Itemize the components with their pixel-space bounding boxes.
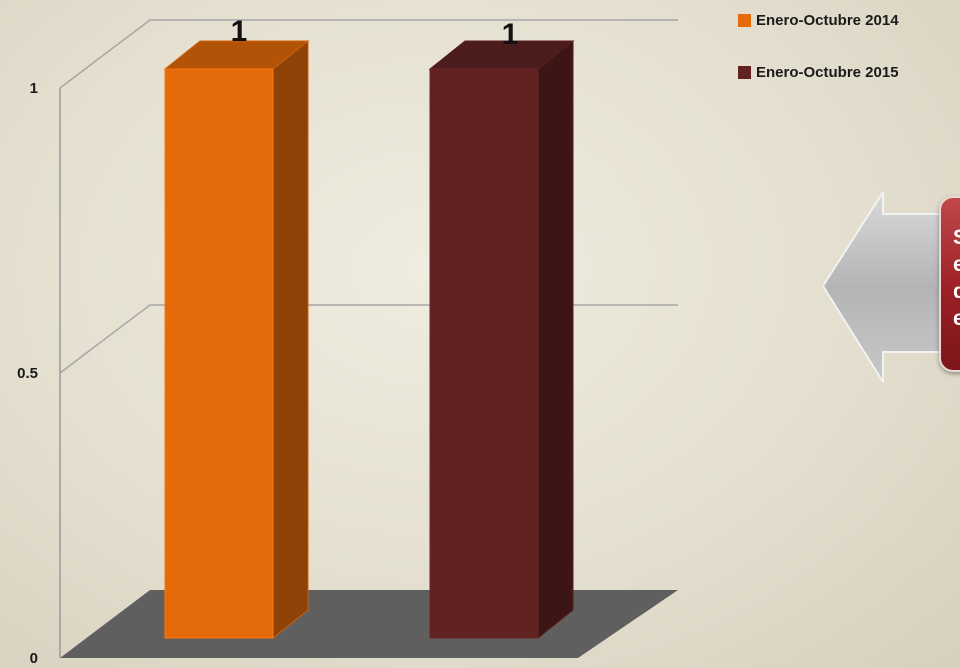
legend-label-2015: Enero-Octubre 2015 xyxy=(756,63,899,81)
data-label-0: 1 xyxy=(231,15,248,48)
bars-group xyxy=(163,39,575,640)
data-label-1: 1 xyxy=(502,18,519,51)
bar-side-1 xyxy=(537,39,574,640)
y-tick-label-0: 0 xyxy=(30,650,38,667)
legend: Enero-Octubre 2014 Enero-Octubre 2015 xyxy=(738,10,899,114)
y-tick-label-1: 0.5 xyxy=(17,365,38,382)
y-axis-ticks: 00.51 xyxy=(17,80,38,667)
legend-label-2014: Enero-Octubre 2014 xyxy=(756,11,899,29)
bar-front-0 xyxy=(164,68,274,639)
chart-floor xyxy=(60,590,678,658)
legend-item-2015: Enero-Octubre 2015 xyxy=(738,62,899,82)
gridlines xyxy=(59,19,678,374)
bar-front-1 xyxy=(429,68,539,639)
y-tick-label-2: 1 xyxy=(30,80,38,97)
gridline-2 xyxy=(59,19,678,89)
callout-text-box: S e d e xyxy=(939,196,960,372)
gridline-1 xyxy=(59,304,678,374)
legend-swatch-2014 xyxy=(738,13,751,27)
legend-item-2014: Enero-Octubre 2014 xyxy=(738,10,899,30)
legend-swatch-2015 xyxy=(738,65,751,79)
bar-side-0 xyxy=(272,39,309,640)
callout: S e d e xyxy=(823,192,960,382)
